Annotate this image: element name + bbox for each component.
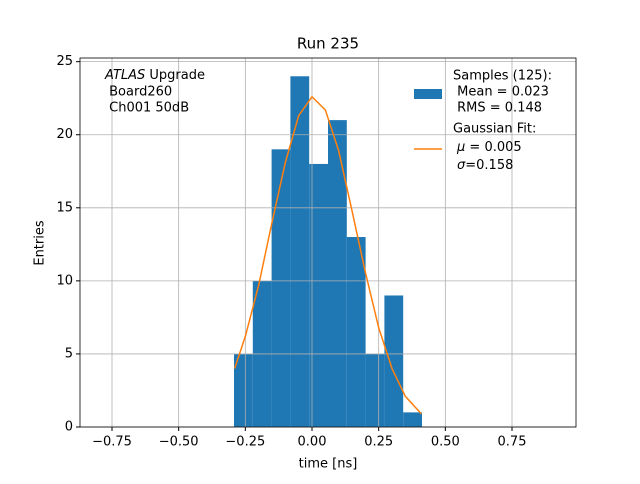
x-tick-label: −0.50 xyxy=(159,435,199,450)
annotation-text: Upgrade xyxy=(145,68,205,83)
bar xyxy=(403,412,422,427)
x-tick-label: 0.75 xyxy=(498,435,527,450)
legend-label: μ = 0.005 xyxy=(456,140,522,155)
bar xyxy=(290,76,310,427)
bar xyxy=(271,149,291,427)
chart-title: Run 235 xyxy=(297,35,359,53)
x-tick-label: −0.75 xyxy=(92,435,132,450)
y-tick-label: 5 xyxy=(65,346,73,361)
fit-line xyxy=(233,95,422,415)
legend-label: Gaussian Fit: xyxy=(453,122,536,137)
y-tick-label: 0 xyxy=(65,420,73,435)
x-tick-label: 0.25 xyxy=(364,435,393,450)
legend-label: RMS = 0.148 xyxy=(453,101,542,116)
frame xyxy=(79,57,577,428)
x-tick-label: 0.50 xyxy=(431,435,460,450)
legend-value: = 0.005 xyxy=(465,140,521,155)
bar xyxy=(328,120,347,427)
annotation-line: Board260 xyxy=(105,85,172,100)
y-tick-label: 15 xyxy=(56,200,73,215)
y-tick-label: 10 xyxy=(56,273,73,288)
legend-label: Mean = 0.023 xyxy=(453,85,549,100)
annotation: ATLAS Upgrade xyxy=(104,68,205,83)
bar xyxy=(346,237,366,427)
x-tick-label: 0.00 xyxy=(298,435,327,450)
y-tick-label: 20 xyxy=(56,127,73,142)
legend-symbol: σ xyxy=(457,158,466,173)
y-tick-label: 25 xyxy=(56,54,73,69)
legend-patch xyxy=(414,89,442,99)
legend-symbol: μ xyxy=(456,140,465,155)
annotation-italic: ATLAS xyxy=(104,68,145,83)
y-axis-label: Entries xyxy=(33,220,48,266)
legend-value: =0.158 xyxy=(465,158,513,173)
annotation-line: Ch001 50dB xyxy=(105,101,189,116)
bar xyxy=(365,353,385,427)
bar xyxy=(234,353,253,427)
bar xyxy=(309,163,328,427)
x-tick-label: −0.25 xyxy=(225,435,265,450)
bar xyxy=(384,295,404,427)
x-axis-label: time [ns] xyxy=(299,457,358,472)
legend-label: Samples (125): xyxy=(453,69,552,84)
legend-label: σ=0.158 xyxy=(457,158,513,173)
